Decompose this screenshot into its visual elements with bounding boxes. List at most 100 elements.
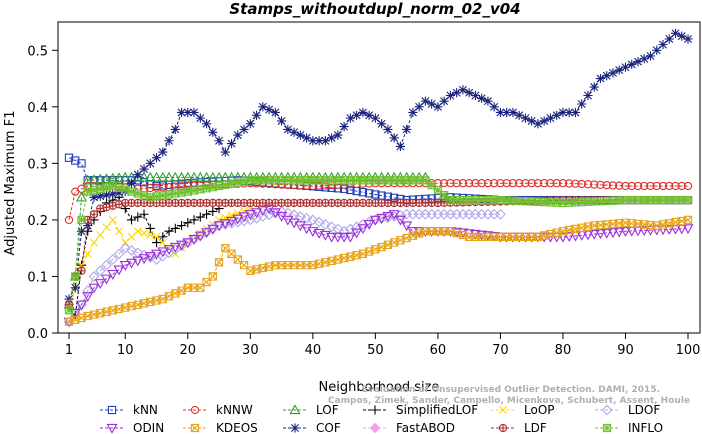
data-point bbox=[345, 113, 355, 123]
data-point bbox=[71, 272, 80, 281]
data-point bbox=[75, 191, 88, 202]
data-point bbox=[226, 216, 238, 227]
data-point bbox=[495, 208, 506, 220]
data-point bbox=[139, 191, 149, 200]
data-point bbox=[608, 68, 618, 78]
data-point bbox=[113, 248, 125, 260]
legend-item: LDOF bbox=[595, 403, 660, 417]
legend-marker bbox=[602, 423, 612, 433]
data-point bbox=[183, 218, 193, 228]
data-point bbox=[594, 229, 607, 240]
data-point bbox=[433, 186, 443, 195]
data-point bbox=[577, 99, 587, 109]
data-point bbox=[114, 200, 124, 209]
data-point bbox=[590, 180, 599, 189]
data-point bbox=[319, 219, 331, 230]
data-point bbox=[207, 224, 219, 235]
data-point bbox=[596, 180, 605, 190]
data-point bbox=[251, 110, 262, 120]
data-point bbox=[221, 180, 230, 190]
data-point bbox=[152, 183, 161, 192]
data-point bbox=[239, 124, 249, 135]
data-point bbox=[145, 223, 155, 233]
legend-item: SimplifiedLOF bbox=[363, 403, 478, 417]
data-point bbox=[582, 230, 594, 241]
data-point bbox=[108, 189, 118, 199]
data-point bbox=[602, 180, 611, 190]
data-point bbox=[602, 71, 612, 81]
data-point bbox=[195, 212, 205, 222]
data-point bbox=[138, 249, 150, 261]
data-point bbox=[138, 171, 150, 182]
data-point bbox=[332, 232, 344, 243]
data-point bbox=[94, 173, 106, 184]
data-point bbox=[639, 54, 649, 64]
data-point bbox=[664, 34, 674, 44]
data-point bbox=[208, 182, 217, 192]
data-point bbox=[307, 214, 319, 226]
data-point bbox=[64, 215, 74, 225]
legend-marker bbox=[289, 404, 301, 415]
data-point bbox=[114, 188, 124, 198]
data-point bbox=[157, 247, 169, 258]
legend-marker bbox=[290, 423, 300, 433]
data-point bbox=[671, 181, 680, 191]
data-point bbox=[301, 212, 312, 224]
data-point bbox=[483, 179, 493, 188]
data-point bbox=[440, 179, 449, 188]
data-point bbox=[119, 242, 131, 254]
data-point bbox=[139, 209, 149, 219]
data-point bbox=[100, 274, 113, 285]
data-point bbox=[615, 181, 624, 190]
x-tick-label: 60 bbox=[430, 343, 447, 358]
data-point bbox=[150, 171, 163, 182]
data-point bbox=[245, 119, 255, 129]
x-tick-label: 100 bbox=[676, 343, 701, 358]
data-point bbox=[638, 226, 650, 237]
data-point bbox=[339, 184, 349, 193]
legend-label: kNNW bbox=[216, 403, 253, 417]
legend-label: KDEOS bbox=[216, 421, 258, 434]
data-point bbox=[227, 179, 236, 188]
data-point bbox=[445, 90, 456, 101]
data-point bbox=[577, 179, 586, 189]
watermark: Evaluation of Unsupervised Outlier Detec… bbox=[328, 385, 690, 406]
data-point bbox=[127, 187, 136, 196]
data-point bbox=[421, 176, 430, 185]
data-point bbox=[364, 189, 374, 198]
data-point bbox=[389, 133, 399, 143]
data-point bbox=[670, 28, 681, 38]
data-point bbox=[138, 254, 150, 265]
data-point bbox=[570, 107, 581, 118]
data-point bbox=[163, 171, 175, 182]
data-point bbox=[176, 107, 187, 118]
data-point bbox=[327, 133, 337, 143]
legend-item: FastABOD bbox=[363, 421, 455, 434]
data-point bbox=[101, 259, 112, 271]
data-point bbox=[508, 107, 518, 118]
data-point bbox=[420, 96, 430, 106]
data-point bbox=[270, 107, 280, 118]
data-point bbox=[207, 171, 219, 182]
data-point bbox=[557, 232, 569, 243]
data-point bbox=[170, 124, 180, 135]
data-point bbox=[552, 110, 562, 120]
legend-item: kNNW bbox=[183, 403, 253, 417]
data-point bbox=[145, 158, 155, 168]
data-point bbox=[645, 51, 656, 61]
data-point bbox=[164, 226, 174, 236]
data-point bbox=[388, 210, 400, 220]
data-point bbox=[408, 107, 418, 118]
data-point bbox=[371, 190, 380, 199]
data-point bbox=[164, 136, 174, 146]
x-tick-label: 30 bbox=[242, 343, 259, 358]
data-point bbox=[189, 186, 199, 195]
data-point bbox=[126, 215, 137, 225]
data-point bbox=[82, 285, 94, 296]
series-inflo bbox=[64, 176, 693, 315]
data-point bbox=[663, 225, 675, 235]
data-point bbox=[571, 179, 580, 188]
x-tick-label: 10 bbox=[117, 343, 134, 358]
data-point bbox=[458, 85, 468, 95]
data-point bbox=[613, 227, 625, 238]
